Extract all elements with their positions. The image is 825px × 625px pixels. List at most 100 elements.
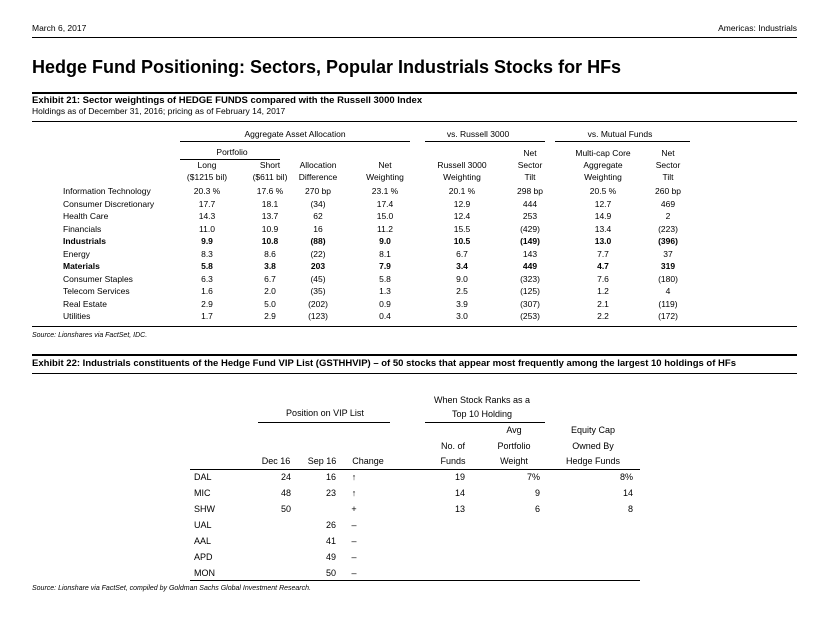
exhibit-title: Exhibit 21: Sector weightings of HEDGE F…: [32, 95, 423, 106]
header-rule: [32, 37, 797, 38]
cell: (125): [520, 286, 540, 296]
cell: 1.7: [201, 311, 213, 321]
cell: 2: [665, 211, 671, 221]
cell: 50: [280, 504, 291, 514]
cell: (45): [310, 273, 326, 284]
cell: 12.7: [594, 198, 612, 209]
cell: 10.9: [261, 223, 279, 234]
cell: 270 bp: [305, 186, 331, 196]
date: March 6, 2017: [32, 23, 87, 33]
cell: 1.6: [201, 286, 213, 296]
column-header: Funds: [440, 456, 466, 466]
column-header: Sector: [517, 160, 543, 170]
cell: 17.7: [198, 198, 216, 209]
cell: 15.0: [376, 211, 394, 221]
column-header: Hedge Funds: [565, 456, 621, 466]
cell: 319: [660, 261, 676, 271]
cell: 6.7: [456, 248, 468, 259]
exhibit-subtitle: Holdings as of December 31, 2016; pricin…: [32, 106, 286, 116]
cell: (202): [308, 298, 328, 309]
cell: (119): [658, 298, 678, 309]
table-rule: [32, 121, 797, 122]
cell: 41: [325, 536, 336, 546]
group-header: Aggregate Asset Allocation: [244, 129, 346, 139]
column-header: Sep 16: [307, 456, 337, 466]
column-header: Russell 3000: [437, 160, 487, 170]
cell: 2.0: [264, 286, 276, 296]
column-header: No. of: [440, 440, 466, 451]
row-label: DAL: [194, 472, 212, 482]
row-label: Health Care: [63, 211, 109, 221]
group-rule: [425, 141, 545, 142]
cell: 469: [660, 198, 676, 209]
group-rule: [555, 141, 690, 142]
cell: +: [351, 504, 357, 514]
cell: 50: [325, 568, 336, 578]
group-rule: [425, 422, 545, 423]
cell: 6.7: [264, 273, 276, 284]
table-rule: [32, 373, 797, 374]
exhibit-title: Exhibit 22: Industrials constituents of …: [32, 358, 736, 369]
cell: (34): [310, 198, 326, 209]
cell: (307): [520, 298, 540, 309]
cell: 0.9: [379, 298, 391, 309]
cell: 8%: [619, 472, 633, 482]
row-label: Utilities: [63, 311, 91, 321]
cell: 253: [522, 211, 538, 221]
row-label: MIC: [194, 488, 211, 498]
cell: 3.4: [456, 261, 468, 271]
column-header: Net: [661, 148, 675, 158]
cell: (149): [520, 236, 540, 246]
column-header: Allocation: [299, 160, 337, 170]
row-label: MON: [194, 568, 215, 578]
column-header: Equity Cap: [570, 425, 616, 435]
cell: 5.0: [264, 298, 276, 309]
cell: 11.2: [377, 223, 393, 234]
cell: 1.2: [597, 286, 609, 296]
column-header: ($611 bil): [252, 172, 288, 182]
cell: 23: [325, 488, 336, 498]
group-rule: [180, 141, 410, 142]
cell: 11.0: [199, 223, 215, 234]
column-header: Sector: [655, 160, 681, 170]
row-label: Financials: [63, 223, 102, 234]
cell: 20.5 %: [589, 186, 617, 196]
cell: 15.5: [453, 223, 471, 234]
cell: (88): [310, 236, 326, 246]
cell: ↑: [351, 472, 357, 482]
row-label: Materials: [63, 261, 100, 271]
cell: 7.9: [379, 261, 391, 271]
cell: 8.6: [264, 248, 276, 259]
cell: 24: [280, 472, 291, 482]
cell: 2.5: [456, 286, 468, 296]
cell: 18.1: [261, 198, 279, 209]
cell: 20.1 %: [448, 186, 476, 196]
source: Source: Lionshare via FactSet, compiled …: [32, 585, 311, 592]
table-rule: [190, 580, 640, 581]
cell: 16: [325, 472, 336, 482]
column-header: Change: [352, 456, 384, 466]
cell: 3.9: [456, 298, 468, 309]
column-header: Weighting: [443, 172, 481, 182]
cell: 19: [454, 472, 466, 482]
cell: 4.7: [597, 261, 609, 271]
column-header: Avg: [506, 425, 522, 435]
column-header: Net: [378, 160, 392, 170]
row-label: Energy: [63, 248, 90, 259]
cell: 7%: [526, 472, 540, 482]
cell: 5.8: [379, 273, 391, 284]
cell: 9.0: [379, 236, 391, 246]
cell: 1.3: [379, 286, 391, 296]
cell: 13: [454, 504, 466, 514]
cell: 13.7: [261, 211, 279, 221]
row-label: Consumer Staples: [63, 273, 133, 284]
column-header: Weighting: [366, 172, 404, 182]
cell: –: [351, 552, 357, 562]
group-header: vs. Mutual Funds: [587, 129, 653, 139]
row-label: Information Technology: [63, 186, 151, 196]
cell: 3.0: [456, 311, 468, 321]
cell: 48: [280, 488, 291, 498]
group-rule: [258, 422, 390, 423]
cell: (172): [658, 311, 678, 321]
cell: 14.9: [594, 211, 612, 221]
